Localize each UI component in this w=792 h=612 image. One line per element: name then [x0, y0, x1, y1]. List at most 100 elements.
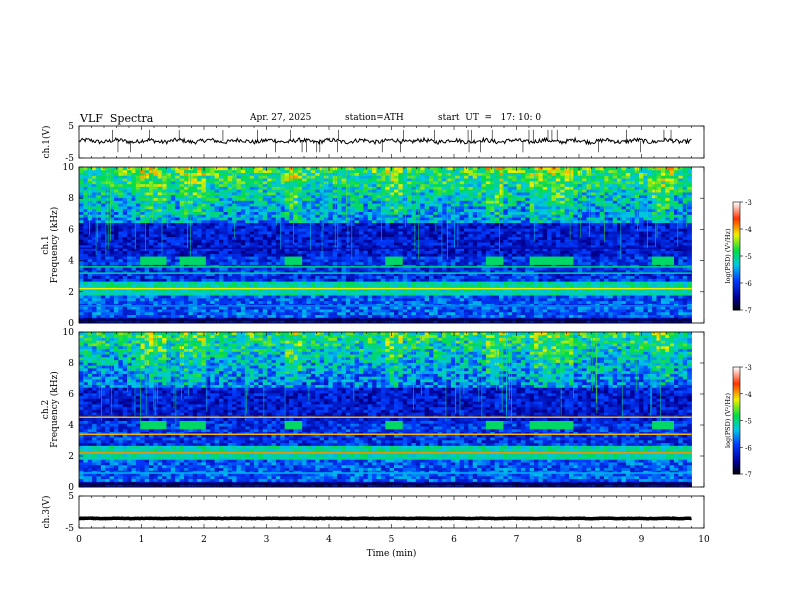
spectrogram-cell — [197, 175, 202, 179]
spectrogram-cell — [319, 306, 325, 310]
spectrogram-cell — [407, 256, 412, 260]
spectrogram-cell — [354, 219, 360, 224]
spectrogram-cell — [380, 192, 386, 196]
spectrogram-cell — [149, 228, 154, 232]
spectrogram-cell — [214, 311, 220, 316]
spectrogram-cell — [354, 225, 360, 229]
spectrogram-cell — [420, 228, 426, 232]
spectrogram-cell — [289, 197, 294, 201]
spectrogram-cell — [201, 289, 207, 293]
spectrogram-cell — [170, 208, 176, 212]
spectrogram-cell — [192, 289, 198, 293]
spectrogram-cell — [376, 253, 382, 257]
spectrogram-cell — [131, 311, 137, 316]
spectrogram-cell — [407, 167, 412, 171]
spectrogram-cell — [96, 256, 102, 260]
spectrogram-cell — [372, 272, 377, 277]
spectrogram-cell — [372, 228, 377, 232]
spectrogram-cell — [162, 203, 167, 207]
spectrogram-cell — [280, 192, 286, 196]
spectrogram-cell — [293, 214, 299, 218]
spectrogram-cell — [118, 169, 124, 173]
spectrogram-cell — [162, 208, 167, 212]
spectrogram-cell — [184, 233, 189, 238]
spectrogram-cell — [275, 275, 281, 279]
spectrogram-cell — [337, 175, 342, 179]
spectrogram-cell — [328, 239, 334, 243]
spectrogram-cell — [240, 186, 246, 190]
spectrogram-cell — [166, 292, 172, 296]
spectrogram-cell — [332, 267, 338, 271]
spectrogram-cell — [201, 281, 207, 285]
spectrogram-cell — [96, 236, 102, 240]
spectrogram-cell — [240, 194, 246, 199]
spectrogram-cell — [157, 208, 163, 212]
spectrogram-cell — [127, 317, 132, 321]
spectrogram-cell — [315, 289, 321, 293]
spectrogram-cell — [297, 228, 303, 232]
spectrogram-cell — [83, 247, 89, 251]
spectrogram-cell — [359, 231, 364, 235]
spectrogram-cell — [135, 178, 141, 182]
spectrogram-cell — [337, 245, 342, 249]
spectrogram-cell — [350, 247, 356, 251]
spectrogram-cell — [100, 217, 106, 221]
spectrogram-cell — [380, 200, 386, 204]
spectrogram-cell — [201, 219, 207, 224]
spectrogram-cell — [341, 186, 347, 190]
spectrogram-cell — [245, 172, 251, 176]
spectrogram-cell — [284, 178, 290, 182]
spectrogram-cell — [354, 167, 360, 171]
spectrogram-cell — [446, 272, 452, 277]
spectrogram-cell — [205, 189, 211, 193]
spectrogram-cell — [315, 194, 321, 199]
spectrogram-cell — [271, 217, 277, 221]
spectrogram-cell — [372, 200, 377, 204]
spectrogram-cell — [442, 270, 447, 274]
spectrogram-cell — [131, 258, 137, 263]
spectrogram-cell — [179, 183, 185, 187]
spectrogram-cell — [380, 258, 386, 263]
spectrogram-cell — [420, 236, 426, 240]
spectrogram-cell — [240, 314, 246, 318]
spectrogram-cell — [394, 180, 399, 185]
spectrogram-cell — [337, 197, 342, 201]
spectrogram-cell — [280, 267, 286, 271]
spectrogram-cell — [289, 203, 294, 207]
spectrogram-cell — [376, 172, 382, 176]
spectrogram-cell — [328, 247, 334, 251]
spectrogram-cell — [109, 272, 115, 277]
spectrogram-cell — [394, 186, 399, 190]
spectrogram-cell — [223, 211, 229, 215]
spectrogram-cell — [289, 189, 294, 193]
spectrogram-cell — [179, 217, 185, 221]
spectrogram-cell — [402, 197, 408, 201]
spectrogram-cell — [144, 189, 150, 193]
spectrogram-cell — [306, 233, 312, 238]
spectrogram-cell — [267, 228, 272, 232]
spectrogram-cell — [205, 281, 211, 285]
spectrogram-cell — [372, 289, 377, 293]
spectrogram-cell — [236, 272, 242, 277]
spectrogram-cell — [429, 284, 434, 288]
spectrogram-cell — [402, 217, 408, 221]
spectrogram-cell — [214, 306, 220, 310]
spectrogram-cell — [92, 167, 97, 171]
spectrogram-cell — [407, 300, 412, 304]
spectrogram-cell — [223, 178, 229, 182]
spectrogram-cell — [214, 278, 220, 282]
spectrogram-cell — [201, 200, 207, 204]
spectrogram-cell — [315, 169, 321, 173]
spectrogram-cell — [249, 258, 255, 263]
spectrogram-cell — [210, 172, 216, 176]
spectrogram-cell — [105, 256, 111, 260]
spectrogram-cell — [275, 297, 281, 302]
spectrogram-cell — [87, 320, 93, 324]
spectrogram-cell — [341, 178, 347, 182]
spectrogram-cell — [184, 200, 189, 204]
spectrogram-cell — [135, 278, 141, 282]
spectrogram-cell — [254, 186, 259, 190]
spectrogram-cell — [297, 183, 303, 187]
spectrogram-cell — [437, 306, 443, 310]
spectrogram-cell — [354, 320, 360, 324]
